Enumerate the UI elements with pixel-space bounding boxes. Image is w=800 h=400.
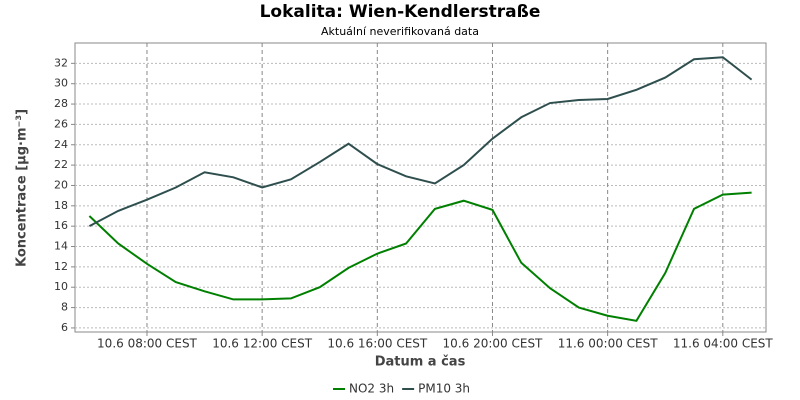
chart-title: Lokalita: Wien-Kendlerstraße xyxy=(260,2,541,22)
y-tick-label: 24 xyxy=(54,138,68,151)
x-tick-label: 11.6 04:00 CEST xyxy=(673,337,774,351)
x-axis-label: Datum a čas xyxy=(375,355,466,370)
y-tick-label: 32 xyxy=(54,56,68,69)
y-tick-label: 6 xyxy=(61,321,68,334)
chart-subtitle: Aktuální neverifikovaná data xyxy=(321,25,479,38)
x-tick-label: 11.6 00:00 CEST xyxy=(558,337,659,351)
y-axis-label: Koncentrace [µg·m⁻³] xyxy=(15,109,30,267)
plot-area xyxy=(74,42,767,333)
series-line xyxy=(88,191,752,322)
y-tick-label: 28 xyxy=(54,97,68,110)
x-tick-label: 10.6 08:00 CEST xyxy=(97,337,198,351)
y-tick-label: 14 xyxy=(54,240,68,253)
x-tick-label: 10.6 16:00 CEST xyxy=(327,337,428,351)
y-tick-label: 16 xyxy=(54,219,68,232)
legend-label: NO2 3h xyxy=(349,382,394,396)
y-tick-label: 18 xyxy=(54,199,68,212)
y-tick-label: 26 xyxy=(54,117,68,130)
x-tick-label: 10.6 20:00 CEST xyxy=(443,337,544,351)
y-tick-label: 22 xyxy=(54,158,68,171)
x-tick-label: 10.6 12:00 CEST xyxy=(212,337,313,351)
y-tick-label: 20 xyxy=(54,178,68,191)
y-tick-label: 10 xyxy=(54,280,68,293)
y-tick-label: 12 xyxy=(54,260,68,273)
y-tick-label: 8 xyxy=(61,301,68,314)
legend-label: PM10 3h xyxy=(418,382,470,396)
y-tick-label: 30 xyxy=(54,77,68,90)
series-line xyxy=(88,56,753,228)
